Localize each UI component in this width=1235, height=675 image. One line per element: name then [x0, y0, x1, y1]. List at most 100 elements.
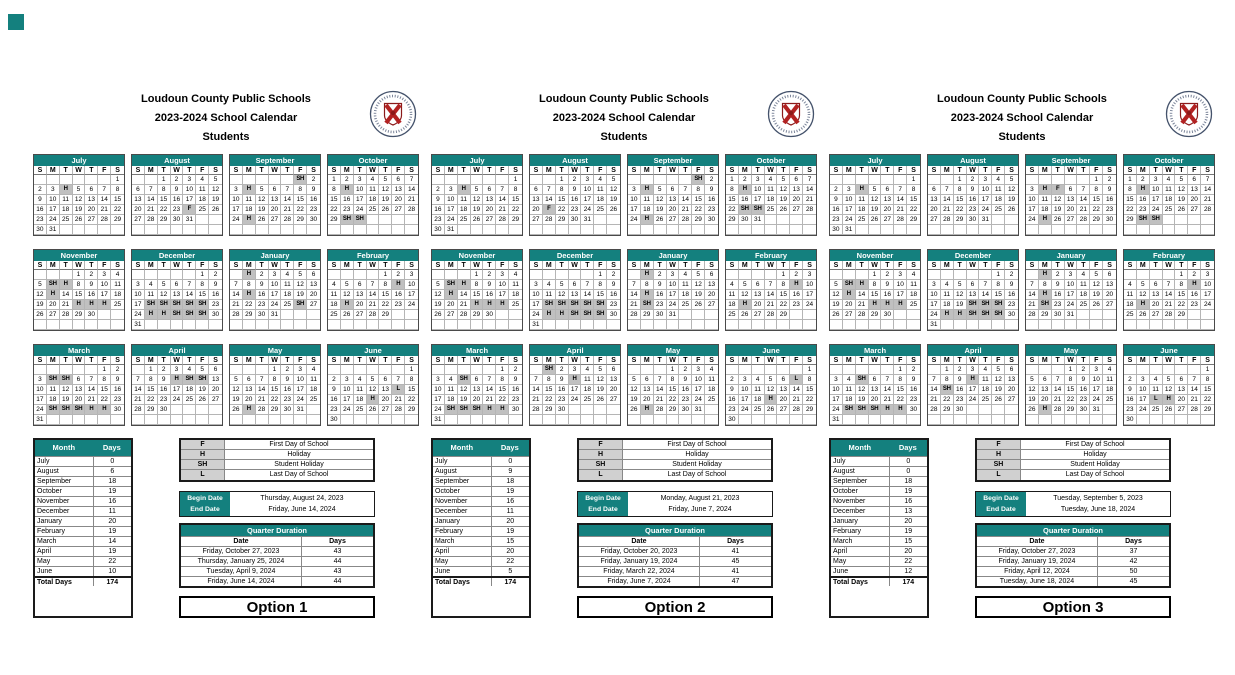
day-cell: 20: [1175, 395, 1189, 405]
day-cell: 12: [692, 280, 706, 290]
marked-day-cell: H: [568, 375, 582, 385]
day-cell: [1124, 320, 1137, 330]
dow-header-cell: F: [894, 261, 908, 270]
day-cell: [868, 320, 882, 330]
marked-day-cell: H: [98, 405, 112, 415]
day-cell: 21: [1077, 205, 1091, 215]
day-cell: [1038, 225, 1052, 235]
day-cell: 21: [1188, 395, 1202, 405]
day-cell: 13: [1038, 385, 1052, 395]
day-cell: 27: [392, 205, 406, 215]
day-cell: 4: [1077, 270, 1091, 280]
day-cell: 6: [777, 375, 791, 385]
day-cell: 6: [85, 185, 99, 195]
day-cell: 10: [183, 185, 197, 195]
begin-end-labels: Begin Date End Date: [976, 492, 1026, 516]
month-title: January: [1026, 250, 1116, 261]
day-cell: 7: [530, 375, 543, 385]
day-cell: 30: [1005, 310, 1018, 320]
marked-day-cell: H: [764, 395, 778, 405]
marked-day-cell: H: [242, 215, 256, 225]
dow-header-cell: M: [1136, 261, 1150, 270]
dow-header-cell: T: [1149, 261, 1163, 270]
begin-date-value: Thursday, August 24, 2023: [260, 495, 344, 502]
month-grid: S M T W T F S 1 2 3 4 5 6 7 8 9 10 11 12 13 14 15 16 17 L H 20 21 22…: [1124, 356, 1214, 425]
dow-header-cell: T: [379, 166, 393, 175]
month-days-row: August 0: [831, 466, 927, 476]
marked-day-cell: H: [444, 290, 458, 300]
quarter-days-header: Days: [727, 538, 744, 545]
month-title: October: [1124, 155, 1214, 166]
day-cell: 17: [894, 290, 908, 300]
month-title: December: [132, 250, 222, 261]
day-cell: [940, 320, 954, 330]
day-cell: 17: [170, 385, 184, 395]
day-cell: 18: [979, 385, 993, 395]
month-grid: S M T W T F S 1 2 3 4 5 SH H 8 9 10 11 12 H 14 15 16 17 18 19 20 21…: [830, 261, 920, 330]
day-cell: 25: [353, 405, 367, 415]
marked-day-cell: H: [85, 300, 99, 310]
marked-day-cell: H: [483, 405, 497, 415]
day-cell: 9: [483, 280, 497, 290]
day-cell: [855, 320, 869, 330]
day-cell: 18: [992, 195, 1006, 205]
title-line-3: Students: [998, 131, 1046, 143]
quarter-date-header: Date: [977, 537, 1098, 546]
dow-header-cell: T: [85, 356, 99, 365]
day-cell: 12: [1026, 385, 1039, 395]
marked-day-cell: H: [640, 270, 654, 280]
calendar-september: September S M T W T F S SH 2 3 H 5 6 7 8 9 10 11 12 13 14 15 16…: [229, 154, 321, 236]
day-cell: 9: [432, 195, 445, 205]
day-cell: [170, 320, 184, 330]
day-cell: 4: [594, 175, 608, 185]
day-cell: 31: [979, 215, 993, 225]
dow-header-cell: M: [46, 261, 60, 270]
day-cell: 22: [379, 300, 393, 310]
day-cell: 29: [542, 405, 556, 415]
legend-row: L Last Day of School: [977, 470, 1169, 480]
day-cell: [940, 415, 954, 425]
day-cell: [496, 310, 510, 320]
day-cell: [294, 225, 308, 235]
day-cell: 27: [777, 405, 791, 415]
day-cell: 23: [1005, 300, 1018, 310]
day-cell: 6: [132, 185, 145, 195]
day-cell: 1: [470, 270, 484, 280]
day-cell: [881, 320, 895, 330]
dow-header-cell: T: [581, 261, 595, 270]
day-cell: 5: [1136, 280, 1150, 290]
day-cell: 4: [726, 280, 739, 290]
day-cell: [1005, 225, 1018, 235]
day-cell: 11: [992, 185, 1006, 195]
day-cell: [855, 270, 869, 280]
day-cell: 12: [366, 385, 380, 395]
dow-header-cell: S: [432, 261, 445, 270]
day-cell: [928, 415, 941, 425]
month-day-count: 16: [490, 497, 529, 506]
day-cell: [555, 320, 569, 330]
day-cell: 24: [966, 395, 980, 405]
quarter-row: Friday, March 22, 2024 41: [579, 566, 771, 576]
month-days-row: May 22: [35, 556, 131, 566]
day-cell: 24: [432, 405, 445, 415]
day-cell: [170, 405, 184, 415]
month-grid: S M T W T F S 1 2 3 4 5 6 7 8 9 10 11 12 13 14 15 16 17 18 19 SH SH…: [928, 261, 1018, 330]
lcps-logo-seal: [1165, 90, 1213, 138]
day-cell: [653, 175, 667, 185]
month-day-count: 16: [92, 497, 131, 506]
dow-header-cell: M: [842, 166, 856, 175]
marked-day-cell: SH: [46, 375, 60, 385]
day-cell: [1149, 270, 1163, 280]
dow-header-cell: S: [328, 356, 341, 365]
day-cell: [1136, 415, 1150, 425]
day-cell: 18: [764, 195, 778, 205]
month-grid: S M T W T F S 1 2 3 H 5 6 7 8 9 10 11 12 13 14 15 16 17 18 19 20 21…: [34, 166, 124, 235]
day-cell: 30: [483, 310, 497, 320]
day-cell: 2: [830, 185, 843, 195]
day-cell: [992, 225, 1006, 235]
day-cell: [555, 415, 569, 425]
day-cell: [268, 175, 282, 185]
day-cell: [432, 270, 445, 280]
day-cell: 17: [979, 195, 993, 205]
dow-header-cell: W: [966, 166, 980, 175]
